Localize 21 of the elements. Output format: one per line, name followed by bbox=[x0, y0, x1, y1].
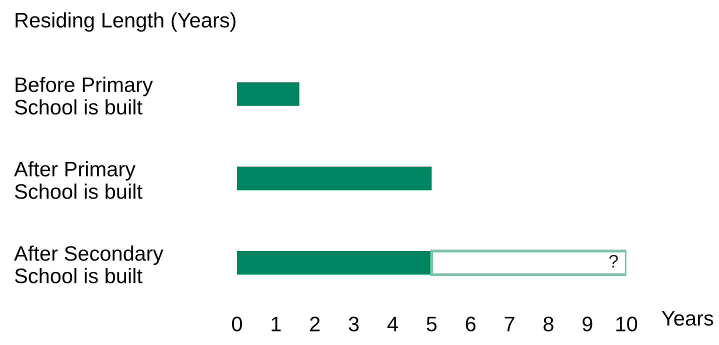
x-tick-label: 10 bbox=[616, 316, 638, 332]
x-tick-label: 4 bbox=[387, 316, 398, 332]
bar bbox=[237, 82, 300, 106]
data-label: ? bbox=[609, 254, 618, 268]
x-tick-label: 0 bbox=[232, 316, 242, 332]
bar bbox=[237, 251, 432, 275]
x-tick-label: 7 bbox=[504, 316, 514, 332]
x-axis-title: Years bbox=[662, 311, 714, 326]
bar bbox=[237, 166, 432, 190]
x-tick-label: 1 bbox=[272, 316, 281, 332]
bar bbox=[430, 250, 626, 276]
x-tick-label: 6 bbox=[466, 316, 476, 332]
x-tick-label: 9 bbox=[582, 316, 592, 332]
y-tick-label: After Primary School is built bbox=[14, 161, 142, 199]
x-tick-label: 8 bbox=[544, 316, 554, 332]
chart-title: Residing Length (Years) bbox=[16, 12, 236, 32]
y-tick-label: Before Primary School is built bbox=[14, 76, 153, 115]
x-tick-label: 2 bbox=[310, 316, 320, 332]
x-tick-label: 5 bbox=[426, 316, 437, 332]
y-tick-label: After Secondary School is built bbox=[14, 246, 164, 284]
x-tick-label: 3 bbox=[348, 316, 359, 332]
